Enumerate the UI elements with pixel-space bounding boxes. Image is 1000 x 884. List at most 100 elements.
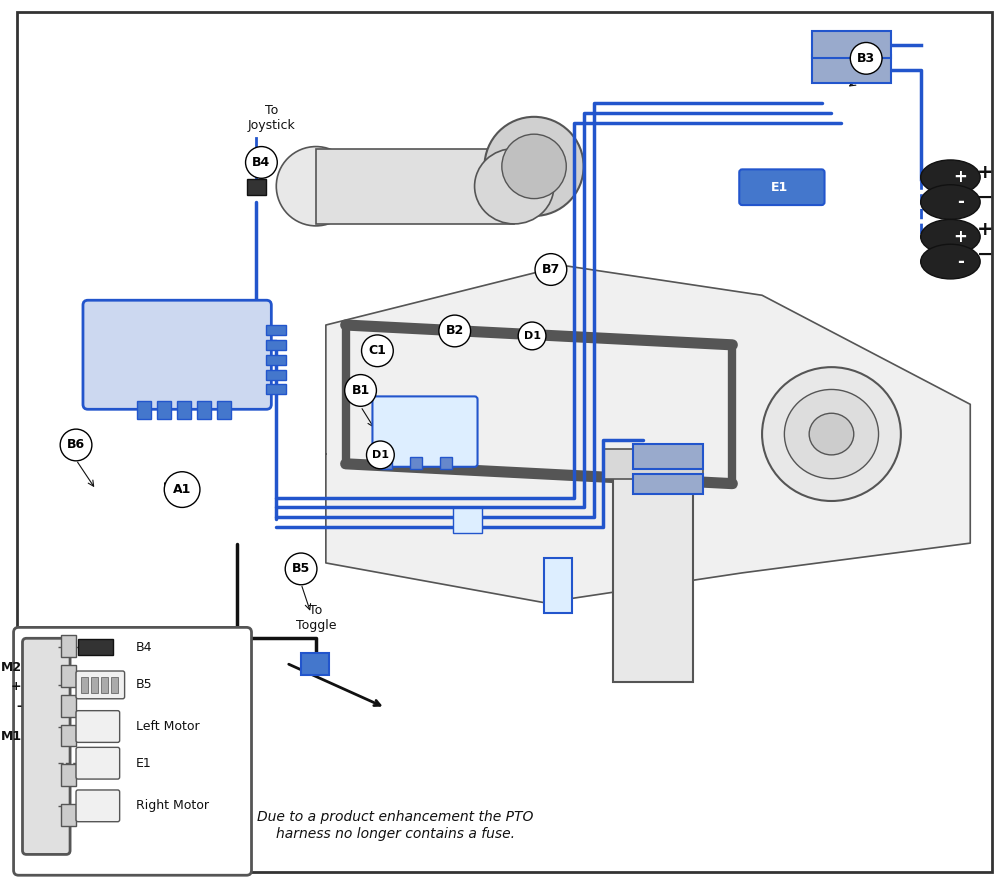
Ellipse shape [921, 185, 980, 219]
Text: D1: D1 [372, 450, 389, 460]
Circle shape [850, 42, 882, 74]
Text: B4: B4 [252, 156, 271, 169]
Text: -: - [957, 193, 964, 211]
Ellipse shape [921, 219, 980, 254]
Text: Right Motor: Right Motor [136, 799, 209, 812]
Bar [812, 31, 891, 58]
Bar [61, 764, 76, 786]
Circle shape [367, 441, 394, 469]
Text: D1: D1 [524, 331, 541, 341]
Text: −: − [977, 187, 993, 207]
Ellipse shape [484, 117, 584, 216]
Text: E1: E1 [771, 180, 789, 194]
Bar [613, 464, 693, 682]
Text: B1: B1 [351, 384, 370, 397]
Bar [217, 401, 231, 419]
Bar [380, 457, 392, 469]
FancyBboxPatch shape [76, 711, 120, 743]
Bar [301, 653, 329, 675]
FancyBboxPatch shape [372, 396, 478, 467]
Bar [111, 677, 118, 693]
Ellipse shape [502, 134, 566, 199]
Text: M2: M2 [0, 660, 22, 674]
Text: +: + [11, 681, 22, 693]
Bar [544, 558, 572, 613]
Bar [157, 401, 171, 419]
Text: −: − [977, 245, 993, 264]
Bar [266, 354, 286, 365]
Bar [247, 179, 266, 195]
Text: +: + [977, 163, 993, 182]
Circle shape [535, 254, 567, 286]
Ellipse shape [809, 413, 854, 455]
Circle shape [362, 335, 393, 367]
FancyBboxPatch shape [76, 747, 120, 779]
Bar [26, 643, 66, 850]
Ellipse shape [921, 160, 980, 194]
Circle shape [439, 315, 471, 347]
Text: To
Joystick: To Joystick [247, 103, 295, 132]
Text: Due to a product enhancement the PTO
harness no longer contains a fuse.: Due to a product enhancement the PTO har… [257, 811, 533, 841]
Bar [633, 474, 703, 493]
FancyBboxPatch shape [76, 790, 120, 822]
Text: B5: B5 [136, 678, 152, 691]
Text: Left Motor: Left Motor [136, 720, 199, 733]
Circle shape [518, 322, 546, 350]
Ellipse shape [921, 244, 980, 279]
Text: +: + [977, 220, 993, 240]
Ellipse shape [276, 147, 356, 226]
Text: B5: B5 [292, 562, 310, 575]
Text: +: + [953, 168, 967, 187]
Bar [81, 677, 88, 693]
Bar [91, 677, 98, 693]
Bar [316, 149, 514, 224]
Text: B2: B2 [446, 324, 464, 338]
Ellipse shape [784, 390, 879, 478]
Circle shape [345, 375, 376, 407]
Bar [266, 385, 286, 394]
Circle shape [246, 147, 277, 179]
Polygon shape [326, 265, 970, 603]
Text: -: - [16, 700, 22, 713]
Text: B4: B4 [136, 641, 152, 653]
Bar [61, 695, 76, 717]
Bar [453, 508, 482, 533]
FancyBboxPatch shape [83, 301, 271, 409]
Bar [812, 56, 891, 83]
Bar [177, 401, 191, 419]
Text: B6: B6 [67, 438, 85, 452]
Bar [603, 449, 703, 478]
Bar [101, 677, 108, 693]
Circle shape [60, 429, 92, 461]
Bar [266, 325, 286, 335]
Text: C1: C1 [368, 344, 386, 357]
Ellipse shape [762, 367, 901, 501]
Bar [61, 665, 76, 687]
Bar [137, 401, 151, 419]
Text: +: + [953, 228, 967, 246]
FancyBboxPatch shape [22, 638, 70, 855]
Bar [61, 636, 76, 657]
Bar [61, 804, 76, 826]
Text: A1: A1 [173, 483, 191, 496]
Bar [197, 401, 211, 419]
FancyBboxPatch shape [76, 671, 125, 698]
Bar [633, 444, 703, 469]
Text: To
Toggle: To Toggle [296, 605, 336, 632]
Bar [61, 725, 76, 746]
FancyBboxPatch shape [14, 628, 252, 875]
FancyBboxPatch shape [739, 170, 825, 205]
Circle shape [285, 553, 317, 584]
Text: M1: M1 [0, 730, 22, 743]
Text: B7: B7 [542, 263, 560, 276]
Bar [78, 639, 113, 655]
Ellipse shape [475, 149, 554, 224]
Circle shape [164, 472, 200, 507]
Bar [266, 370, 286, 379]
Bar [410, 457, 422, 469]
Bar [440, 457, 452, 469]
Text: -: - [957, 253, 964, 271]
Text: E1: E1 [136, 757, 151, 770]
Bar [266, 339, 286, 350]
Text: B3: B3 [857, 52, 875, 65]
